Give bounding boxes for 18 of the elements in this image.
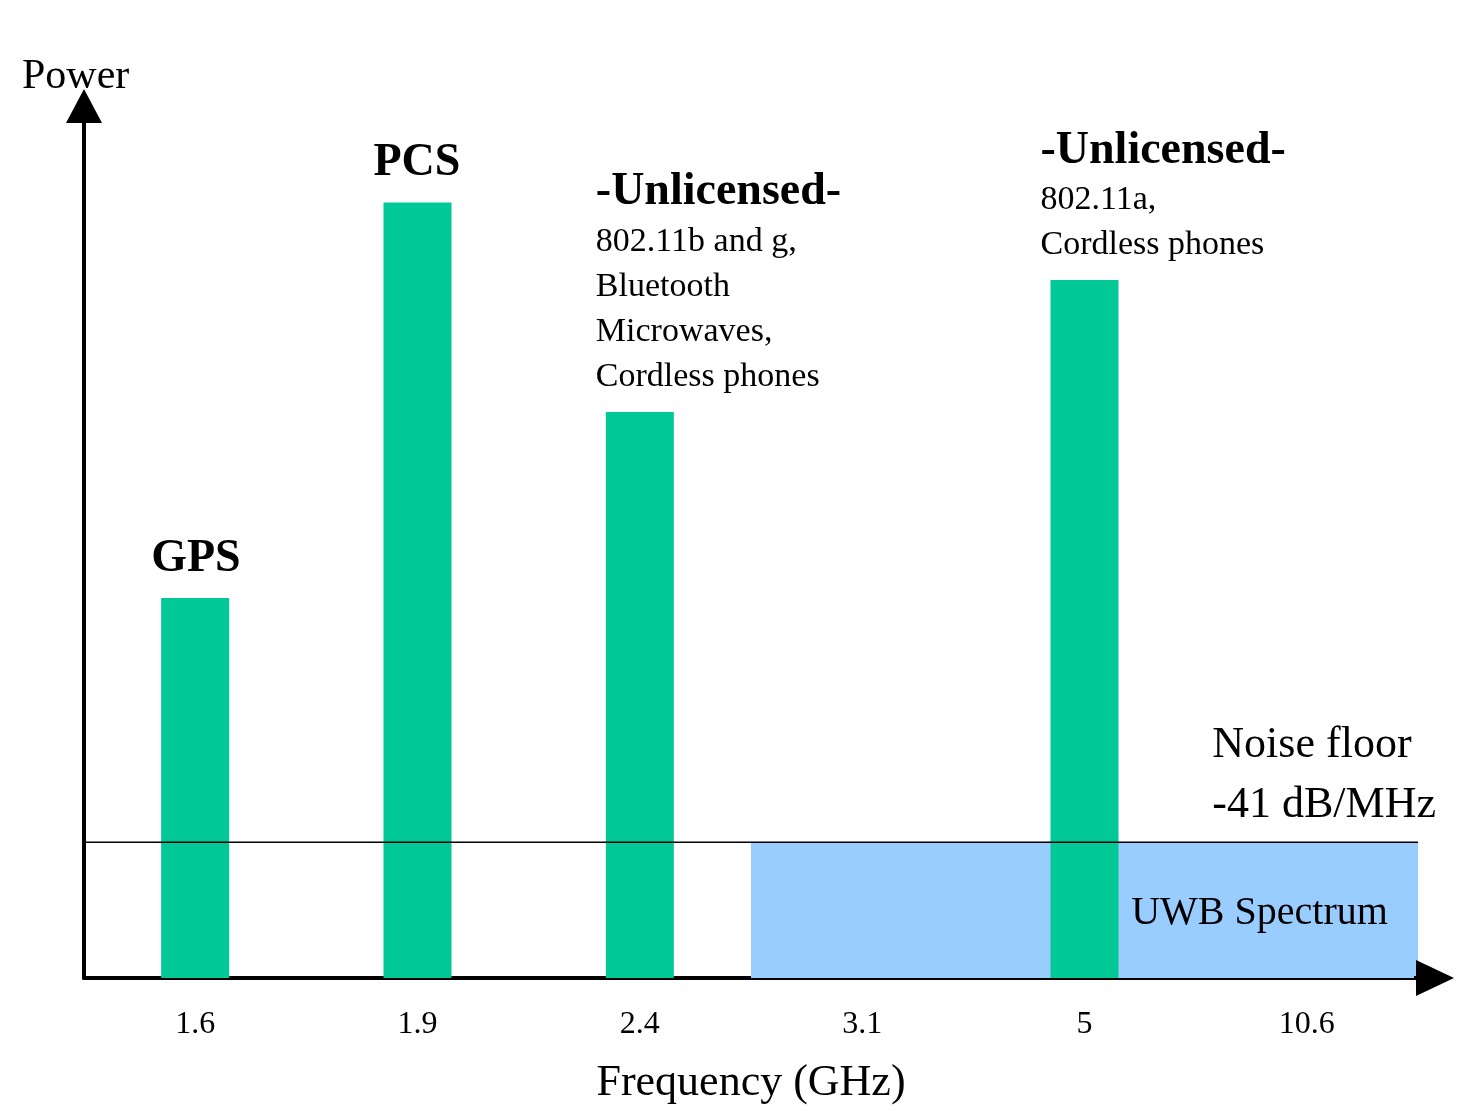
x-tick-label: 1.9 [397,1004,438,1040]
bar [161,598,230,978]
x-tick-label: 10.6 [1278,1004,1335,1040]
annotation: PCS [373,134,461,186]
bar [605,411,674,978]
band-label: UWB Spectrum [1131,887,1388,933]
bar [1050,280,1119,978]
ref-line-label: Noise floor -41 dB/MHz [1212,717,1436,827]
y-axis-title: Power [22,51,130,97]
annotation: -Unlicensed- 802.11a, Cordless phones [1040,121,1286,262]
x-tick-label: 2.4 [619,1004,660,1040]
annotation: GPS [151,529,241,581]
x-tick-label: 3.1 [842,1004,883,1040]
x-tick-label: 5 [1076,1004,1093,1040]
annotation: -Unlicensed- 802.11b and g, Bluetooth Microwaves, Cordless phones [595,163,842,393]
bar [383,202,452,978]
x-axis-title: Frequency (GHz) [596,1055,906,1105]
x-tick-label: 1.6 [175,1004,216,1040]
